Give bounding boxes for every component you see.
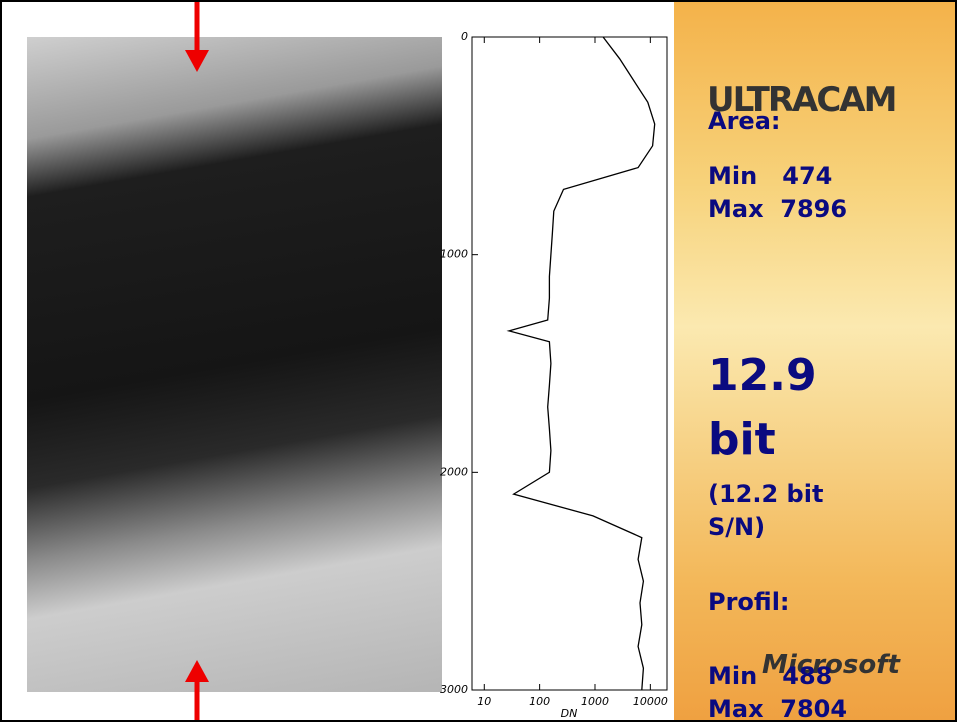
arrows: [185, 2, 209, 720]
label: Area:: [708, 107, 781, 135]
x-tick-label: 10: [477, 695, 491, 708]
text: Min 474: [708, 162, 833, 190]
logo: Microsoft: [762, 650, 900, 680]
x-axis-label: DN: [561, 707, 578, 720]
text: Max 7804: [708, 695, 848, 722]
heading: bit: [708, 414, 776, 465]
plot-frame: [471, 36, 668, 691]
heading: 12.9: [708, 350, 817, 401]
aerial-image: [27, 37, 442, 692]
y-tick-label: 3000: [440, 683, 468, 696]
text: S/N): [708, 513, 766, 541]
x-tick-label: 100: [529, 695, 550, 708]
x-tick-label: 10000: [633, 695, 668, 708]
label: Profil:: [708, 588, 790, 616]
text: Min 488: [708, 662, 833, 690]
profile-line: [506, 36, 656, 691]
y-tick-label: 2000: [440, 465, 468, 478]
y-tick-label: 1000: [440, 248, 468, 261]
x-tick-label: 1000: [581, 695, 609, 708]
logo: ULTRACAM: [707, 80, 897, 120]
text: (12.2 bit: [708, 480, 824, 508]
text: Max 7896: [708, 195, 848, 223]
side-panel: [674, 2, 955, 720]
y-tick-label: 0: [461, 30, 468, 43]
